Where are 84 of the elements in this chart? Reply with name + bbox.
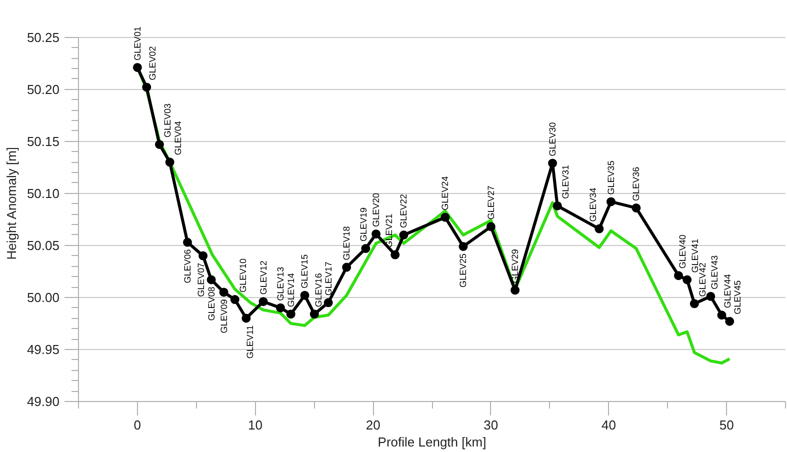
point: [552, 201, 562, 210]
annotation: GLEV08: [206, 286, 216, 321]
annotation: GLEV09: [218, 299, 229, 334]
annotation: GLEV35: [606, 160, 616, 195]
point: [324, 298, 333, 308]
annotation: GLEV40: [678, 234, 688, 269]
annotation: GLEV13: [275, 266, 286, 301]
point: [606, 197, 616, 206]
y-tick-label: 50.05: [26, 238, 60, 253]
x-tick-label: 30: [484, 418, 498, 432]
annotation: GLEV10: [238, 258, 248, 293]
annotation: GLEV31: [560, 164, 570, 199]
point: [486, 222, 496, 232]
point: [258, 297, 268, 306]
point: [219, 288, 228, 297]
x-tick-label: 50: [719, 418, 734, 432]
point: [706, 292, 716, 301]
point: [230, 295, 240, 304]
point: [132, 62, 142, 72]
x-tick-label: 10: [248, 418, 262, 432]
point: [276, 303, 285, 312]
point: [548, 158, 558, 168]
annotation: GLEV27: [486, 186, 496, 220]
y-tick-label: 50.20: [26, 82, 60, 97]
x-axis-title: Profile Length [km]: [378, 434, 486, 450]
annotation: GLEV16: [313, 273, 324, 308]
point: [682, 275, 692, 284]
annotation: GLEV03: [162, 103, 172, 138]
point: [286, 310, 296, 319]
y-tick-label: 50.00: [26, 290, 60, 305]
annotation: GLEV20: [371, 192, 382, 227]
annotation: GLEV18: [342, 226, 352, 260]
annotation: GLEV24: [440, 176, 450, 210]
point: [594, 224, 604, 234]
annotation: GLEV43: [710, 255, 720, 290]
annotation: GLEV02: [148, 46, 158, 80]
annotation: GLEV25: [458, 253, 468, 288]
y-tick-label: 50.10: [26, 186, 60, 201]
point: [690, 299, 699, 308]
annotation: GLEV30: [548, 122, 558, 156]
point: [165, 158, 174, 167]
annotation: GLEV06: [182, 249, 192, 284]
annotation: GLEV12: [258, 260, 268, 295]
annotation: GLEV11: [245, 325, 256, 359]
annotation: GLEV19: [358, 207, 369, 242]
y-tick-label: 49.90: [26, 394, 60, 409]
point: [242, 314, 251, 323]
y-tick-label: 50.25: [26, 30, 60, 45]
point: [154, 140, 164, 149]
annotation: GLEV04: [172, 121, 183, 156]
point: [399, 230, 408, 240]
point: [674, 271, 684, 280]
x-tick-label: 0: [134, 418, 142, 432]
point: [510, 286, 520, 295]
point: [390, 250, 400, 260]
annotation: GLEV36: [631, 166, 642, 201]
annotation: GLEV22: [398, 194, 409, 228]
annotation: GLEV34: [588, 188, 598, 222]
point: [342, 262, 352, 272]
y-axis-title: Height Anomaly [m]: [4, 147, 19, 260]
point: [458, 242, 468, 251]
annotation: GLEV17: [323, 262, 334, 296]
annotation: GLEV45: [732, 280, 743, 314]
point: [182, 238, 192, 247]
point: [717, 310, 726, 320]
annotation: GLEV07: [196, 262, 206, 297]
point: [725, 316, 734, 326]
point: [440, 212, 450, 222]
annotation: GLEV15: [300, 254, 310, 288]
point: [310, 310, 319, 319]
point: [198, 251, 208, 260]
point: [206, 275, 216, 284]
annotation: GLEV14: [286, 273, 296, 308]
x-tick-label: 20: [366, 418, 380, 432]
x-tick-label: 40: [602, 418, 616, 432]
point: [142, 82, 152, 92]
point: [361, 244, 370, 254]
annotation: GLEV44: [722, 274, 733, 308]
y-tick-label: 49.95: [26, 342, 60, 357]
annotation: GLEV01: [132, 26, 142, 60]
point: [372, 229, 381, 238]
point: [632, 203, 641, 212]
point: [300, 290, 310, 300]
y-tick-label: 50.15: [26, 134, 60, 149]
